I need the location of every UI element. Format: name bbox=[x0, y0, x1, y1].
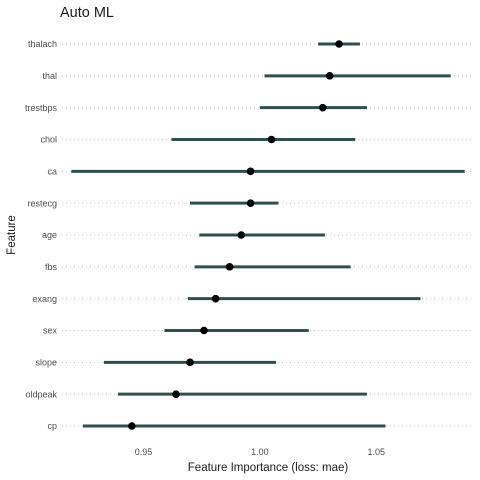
point-age bbox=[237, 231, 246, 239]
y-tick-label: thalach bbox=[28, 39, 57, 49]
x-tick-label: 0.95 bbox=[135, 447, 153, 457]
point-oldpeak bbox=[172, 390, 180, 398]
point-ca bbox=[246, 167, 255, 176]
point-sex bbox=[200, 326, 208, 335]
point-thalach bbox=[335, 40, 343, 48]
x-tick-label: 1.05 bbox=[367, 447, 385, 457]
x-tick-labels: 0.95 1.00 1.05 bbox=[135, 447, 385, 457]
y-tick-label: oldpeak bbox=[25, 389, 57, 399]
y-tick-label: cp bbox=[47, 421, 57, 431]
point-cp bbox=[128, 422, 136, 430]
y-tick-label: thal bbox=[42, 71, 57, 81]
y-tick-label: restecg bbox=[27, 198, 57, 208]
point-restecg bbox=[246, 199, 255, 207]
point-chol bbox=[267, 135, 276, 144]
point-fbs bbox=[225, 263, 234, 271]
point-thal bbox=[325, 72, 334, 80]
chart-title: Auto ML bbox=[60, 5, 114, 21]
y-tick-label: age bbox=[42, 230, 57, 240]
point-slope bbox=[186, 358, 194, 367]
y-axis-title: Feature bbox=[6, 215, 18, 255]
y-tick-label: trestbps bbox=[25, 103, 58, 113]
y-tick-label: ca bbox=[47, 167, 57, 177]
y-tick-labels: thalach thal trestbps chol ca restecg age fbs ex… bbox=[25, 39, 58, 431]
y-tick-label: chol bbox=[40, 135, 57, 145]
x-axis-title: Feature Importance (loss: mae) bbox=[188, 462, 349, 474]
point-exang bbox=[211, 294, 220, 303]
x-tick-label: 1.00 bbox=[251, 447, 269, 457]
y-tick-label: fbs bbox=[45, 262, 58, 272]
point-trestbps bbox=[318, 103, 327, 112]
y-tick-label: slope bbox=[35, 358, 57, 368]
y-tick-label: sex bbox=[43, 326, 58, 336]
y-tick-label: exang bbox=[32, 294, 57, 304]
importance-points bbox=[128, 40, 343, 430]
